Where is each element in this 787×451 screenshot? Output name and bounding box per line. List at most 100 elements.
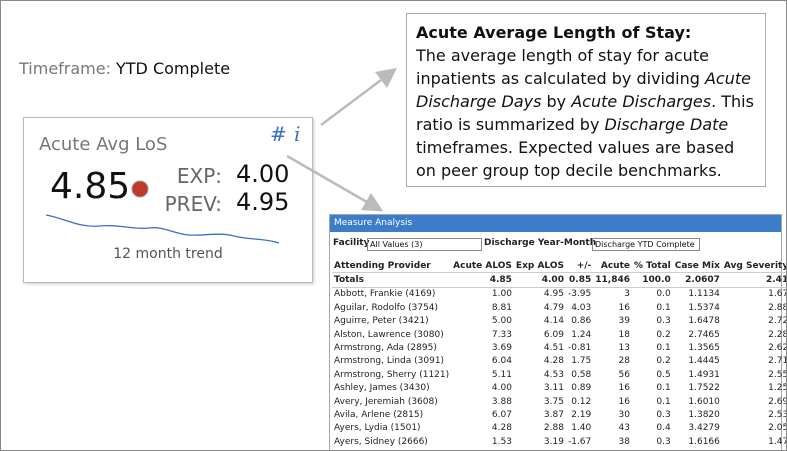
table-row: Armstrong, Linda (3091) 6.04 4.28 1.75 28 0.2… <box>332 355 786 368</box>
cell: Aguirre, Peter (3421) <box>334 316 429 327</box>
cell: 2.05 <box>768 423 787 434</box>
arrow <box>320 68 397 126</box>
header-row: Attending Provider Acute ALOS Exp ALOS +/- A… <box>332 259 786 274</box>
cell: 16 <box>618 396 630 407</box>
cell: 1.67 <box>768 289 787 300</box>
cell: 1.40 <box>571 423 592 434</box>
cell: 1.4931 <box>688 369 720 380</box>
cell: 0.1 <box>656 343 671 354</box>
cell: 4.85 <box>451 272 514 288</box>
table-row: Alston, Lawrence (3080) 7.33 6.09 1.24 18 0.2… <box>332 328 787 341</box>
cell: 4.28 <box>543 356 564 367</box>
cell: 2.0607 <box>672 272 722 288</box>
cell: 6.07 <box>491 409 512 420</box>
cell: 3.88 <box>491 396 512 407</box>
cell: 1.00 <box>491 289 512 300</box>
cell: 4.79 <box>543 302 564 313</box>
prev-label: PREV: <box>164 192 222 216</box>
filter-select[interactable]: All Values (3) <box>367 238 482 251</box>
cell: 0.1 <box>656 383 671 394</box>
cell: 100.0 <box>632 272 673 288</box>
description-part: Discharge Date <box>604 115 729 134</box>
column-header: Avg Severity <box>721 259 786 274</box>
cell: 16 <box>618 383 630 394</box>
trend-sparkline <box>45 214 280 244</box>
column-header: Acute <box>593 259 632 274</box>
timeframe-label: Timeframe: <box>19 59 111 78</box>
filter-label: Discharge Year-Month <box>484 238 597 248</box>
cell: Ayers, Sidney (2666) <box>334 436 428 447</box>
cell: Armstrong, Sherry (1121) <box>334 369 450 380</box>
cell: 0.85 <box>565 272 594 288</box>
cell: 0.1 <box>656 396 671 407</box>
cell: 1.4445 <box>688 356 720 367</box>
cell: Totals <box>332 272 452 288</box>
cell: Avila, Arlene (2815) <box>334 409 424 420</box>
cell: 13 <box>618 343 630 354</box>
panel-header: Measure Analysis <box>330 215 781 232</box>
timeframe: Timeframe: YTD Complete <box>19 59 230 78</box>
cell: 0.89 <box>571 383 592 394</box>
description-part: Acute Discharges <box>571 92 712 111</box>
cell: 2.62 <box>768 343 787 354</box>
cell: 2.72 <box>768 316 787 327</box>
filter-select[interactable]: Discharge YTD Complete <box>592 238 700 251</box>
cell: 3.87 <box>543 409 564 420</box>
cell: 30 <box>618 409 630 420</box>
cell: 3.4279 <box>688 423 720 434</box>
measure-panel: Measure Analysis Facility All Values (3)… <box>329 214 786 450</box>
column-header: +/- <box>565 259 594 274</box>
card-title: Acute Avg LoS <box>39 134 168 155</box>
cell: -1.67 <box>567 436 592 447</box>
cell: 1.7522 <box>688 383 720 394</box>
totals-row: Totals 4.85 4.00 0.85 11,846 100.0 2.0607 2.41 <box>332 272 786 288</box>
table-row: Avila, Arlene (2815) 6.07 3.87 2.19 30 0.3 1.3… <box>332 408 786 421</box>
cell: 0.3 <box>656 436 671 447</box>
cell: 2.88 <box>768 302 787 313</box>
table-row: Ayers, Sidney (2666) 1.53 3.19 -1.67 38 0.3 1.… <box>332 435 786 448</box>
trend-caption: 12 month trend <box>113 246 223 262</box>
table-row: Ayers, Lydia (1501) 4.28 2.88 1.40 43 0.4 3.42… <box>332 422 787 435</box>
cell: 4.14 <box>543 316 564 327</box>
cell: 0.2 <box>656 356 671 367</box>
cell: -3.95 <box>567 289 592 300</box>
table-row: Avery, Jeremiah (3608) 3.88 3.75 0.12 16 0.1 1… <box>332 395 786 408</box>
cell: Ashley, James (3430) <box>334 383 430 394</box>
cell: 4.03 <box>571 302 592 313</box>
cell: Abbott, Frankie (4169) <box>334 289 436 300</box>
column-header: % Total <box>632 259 673 274</box>
cell: 38 <box>618 436 630 447</box>
column-header: Case Mix <box>672 259 722 274</box>
info-icon[interactable]: i <box>294 122 301 146</box>
cell: 2.28 <box>768 329 787 340</box>
cell: 1.75 <box>571 356 592 367</box>
cell: 1.3565 <box>688 343 720 354</box>
cell: 1.24 <box>571 329 592 340</box>
table-row: Ashley, James (3430) 4.00 3.11 0.89 16 0.1 1.7… <box>332 382 787 395</box>
cell: 2.41 <box>721 272 786 288</box>
description-part: The average length of stay for acute inp… <box>416 46 709 88</box>
cell: 4.53 <box>543 369 564 380</box>
cell: 2.55 <box>768 369 787 380</box>
cell: 4.00 <box>491 383 512 394</box>
cell: 0.0 <box>656 289 671 300</box>
cell: 3.69 <box>491 343 512 354</box>
description-part: by <box>541 92 572 111</box>
cell: 5.11 <box>491 369 512 380</box>
cell: 11,846 <box>593 272 632 288</box>
cell: 1.25 <box>768 383 787 394</box>
table-row: Armstrong, Sherry (1121) 5.11 4.53 0.58 56 0.… <box>332 368 787 381</box>
hash-icon[interactable]: # <box>270 122 287 146</box>
description-part: Acute Discharge Days <box>416 69 751 111</box>
callout-description: The average length of stay for acute inp… <box>416 46 754 180</box>
cell: 0.86 <box>571 316 592 327</box>
filter-label: Facility <box>333 238 370 248</box>
cell: 5.00 <box>491 316 512 327</box>
cell: 43 <box>618 423 630 434</box>
cell: 3.19 <box>543 436 564 447</box>
cell: 1.6010 <box>688 396 720 407</box>
cell: 3 <box>624 289 630 300</box>
cell: Armstrong, Linda (3091) <box>334 356 445 367</box>
